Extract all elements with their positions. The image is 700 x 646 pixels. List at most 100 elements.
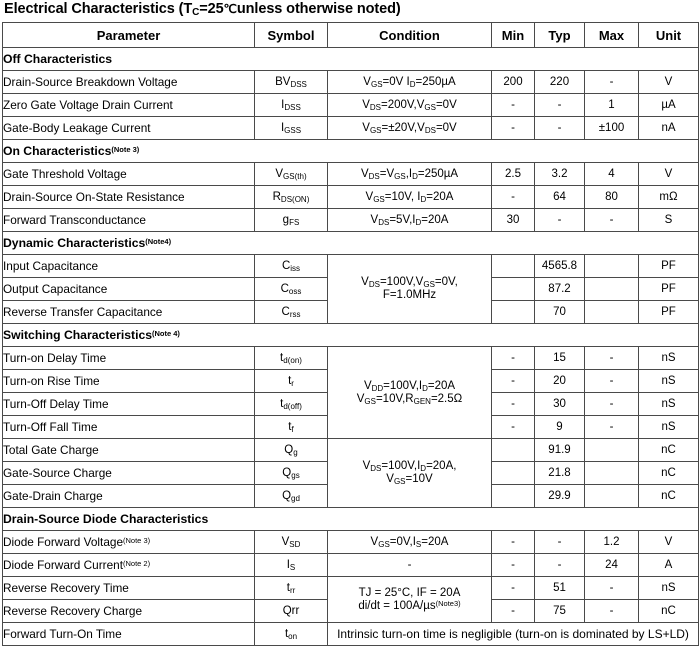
cell-condition: VDS=100V,ID=20A, VGS=10V [327,438,492,508]
cell-min: - [491,346,535,370]
cell-max: ±100 [584,116,639,140]
table-row: Turn-Off Fall Time tf -9- nS [2,415,699,439]
cell-unit: A [638,553,699,577]
table-row: Drain-Source Breakdown Voltage BVDSS VGS=0… [2,70,699,94]
cell-symbol: VGS(th) [254,162,328,186]
table-row: Total Gate Charge Qg VDS=100V,ID=20A, VGS=1… [2,438,699,508]
cell-condition: TJ = 25°C, IF = 20A di/dt = 100A/µs(Note3… [327,576,492,623]
cell-typ: 9 [534,415,585,439]
cell-min [491,461,535,485]
cell-max: 1 [584,93,639,117]
cell-parameter: Drain-Source On-State Resistance [2,185,255,209]
section-title: Dynamic Characteristics(Note4) [2,231,699,255]
cell-typ: - [534,116,585,140]
table-row: Input Capacitance Ciss VDS=100V,VGS=0V, F=1… [2,254,699,324]
cell-unit: V [638,162,699,186]
header-unit: Unit [638,22,699,48]
cell-typ: 91.9 [534,438,585,462]
cell-symbol: VSD [254,530,328,554]
cell-parameter: Gate Threshold Voltage [2,162,255,186]
cell-min: 30 [491,208,535,232]
cell-max: - [584,346,639,370]
cell-typ: 21.8 [534,461,585,485]
cell-typ: 87.2 [534,277,585,301]
section-header-row: Dynamic Characteristics(Note4) [2,231,699,255]
cell-unit: PF [638,254,699,278]
cell-symbol: tf [254,415,328,439]
cell-symbol: gFS [254,208,328,232]
cell-unit: nS [638,576,699,600]
cell-min [491,277,535,301]
title-degree-symbol: ℃ [223,2,237,16]
cell-min: 200 [491,70,535,94]
cell-parameter: Gate-Drain Charge [2,484,255,508]
cell-symbol: RDS(ON) [254,185,328,209]
section-header-row: Off Characteristics [2,47,699,71]
cell-min: - [491,530,535,554]
cell-parameter: Gate-Body Leakage Current [2,116,255,140]
cell-parameter: Turn-Off Fall Time [2,415,255,439]
cell-parameter: Reverse Recovery Time [2,576,255,600]
section-header-row: Switching Characteristics(Note 4) [2,323,699,347]
cell-max [584,277,639,301]
title-suffix: =25 [199,1,224,17]
table-row: Gate Threshold Voltage VGS(th) VDS=VGS,ID=… [2,162,699,186]
header-typ: Typ [534,22,585,48]
cell-unit: nS [638,369,699,393]
cell-min: - [491,369,535,393]
cell-unit: S [638,208,699,232]
header-max: Max [584,22,639,48]
cell-symbol: trr [254,576,328,600]
cell-typ: 4565.8 [534,254,585,278]
table-body: Off Characteristics Drain-Source Breakdow… [2,47,699,646]
cell-typ: 64 [534,185,585,209]
section-title: On Characteristics(Note 3) [2,139,699,163]
title-subscript: C [192,7,200,18]
cell-typ: - [534,93,585,117]
cell-parameter: Turn-on Rise Time [2,369,255,393]
cell-max [584,461,639,485]
cell-condition: VGS=10V, ID=20A [327,185,492,209]
cell-max: - [584,208,639,232]
cell-typ: 3.2 [534,162,585,186]
section-title: Drain-Source Diode Characteristics [2,507,699,531]
section-title: Off Characteristics [2,47,699,71]
header-parameter: Parameter [2,22,255,48]
header-condition: Condition [327,22,492,48]
cell-condition: VDS=100V,VGS=0V, F=1.0MHz [327,254,492,324]
cell-condition: VGS=0V,IS=20A [327,530,492,554]
cell-unit: PF [638,300,699,324]
cell-max: - [584,369,639,393]
cell-max: - [584,392,639,416]
cell-typ: 30 [534,392,585,416]
cell-max: 80 [584,185,639,209]
cell-parameter: Diode Forward Current(Note 2) [2,553,255,577]
section-title: Switching Characteristics(Note 4) [2,323,699,347]
cell-condition: VGS=±20V,VDS=0V [327,116,492,140]
cell-symbol: IS [254,553,328,577]
cell-parameter: Drain-Source Breakdown Voltage [2,70,255,94]
table-row: Diode Forward Current(Note 2) IS - - -24 A [2,553,699,577]
cell-min: - [491,116,535,140]
cell-typ: - [534,208,585,232]
cell-min: - [491,93,535,117]
cell-symbol: Ciss [254,254,328,278]
cell-min: - [491,185,535,209]
cell-unit: mΩ [638,185,699,209]
cell-unit: nS [638,346,699,370]
cell-min [491,300,535,324]
cell-min: - [491,415,535,439]
cell-parameter: Forward Transconductance [2,208,255,232]
cell-symbol: IDSS [254,93,328,117]
cell-min [491,254,535,278]
cell-parameter: Diode Forward Voltage(Note 3) [2,530,255,554]
cell-symbol: IGSS [254,116,328,140]
cell-typ: 70 [534,300,585,324]
cell-parameter: Zero Gate Voltage Drain Current [2,93,255,117]
table-row: Drain-Source On-State Resistance RDS(ON) V… [2,185,699,209]
cell-min [491,484,535,508]
cell-max: - [584,415,639,439]
cell-note: Intrinsic turn-on time is negligible (tu… [327,622,699,646]
header-min: Min [491,22,535,48]
cell-unit: nC [638,438,699,462]
